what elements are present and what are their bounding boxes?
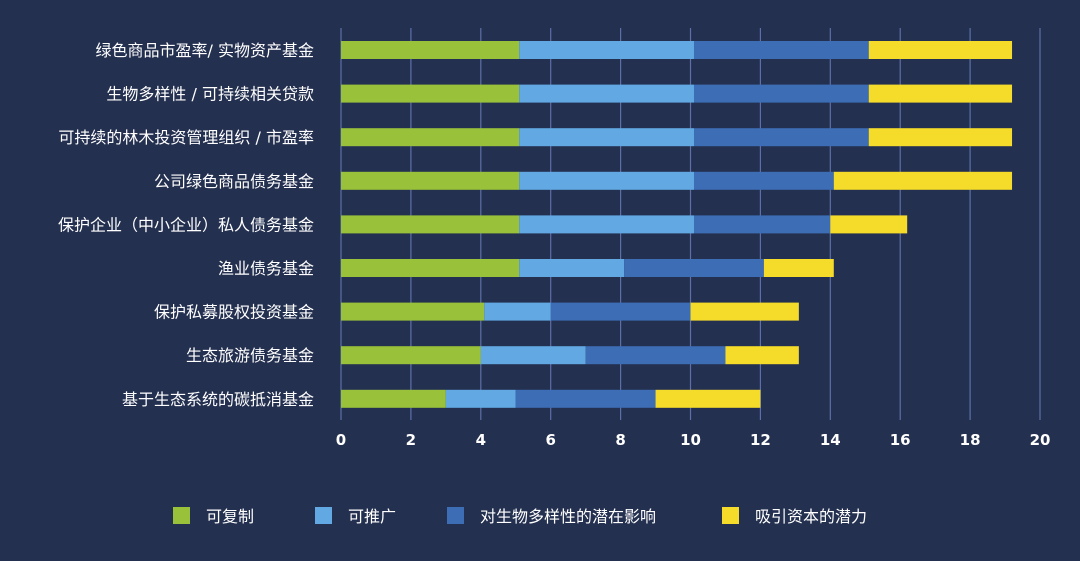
bar-segment bbox=[833, 171, 1013, 190]
bar-segment bbox=[519, 84, 694, 103]
x-tick-label: 0 bbox=[336, 431, 346, 449]
category-label: 渔业债务基金 bbox=[218, 259, 314, 278]
x-tick-label: 14 bbox=[820, 431, 841, 449]
category-label: 生态旅游债务基金 bbox=[186, 346, 314, 365]
x-tick-label: 4 bbox=[476, 431, 486, 449]
bar-segment bbox=[655, 389, 761, 408]
bar-segment bbox=[585, 346, 726, 365]
x-tick-label: 20 bbox=[1030, 431, 1051, 449]
legend-label: 吸引资本的潜力 bbox=[755, 507, 867, 526]
x-tick-label: 12 bbox=[750, 431, 771, 449]
bar-segment bbox=[693, 84, 869, 103]
legend-swatch bbox=[315, 507, 332, 524]
category-label: 保护企业（中小企业）私人债务基金 bbox=[58, 215, 314, 234]
bars bbox=[341, 41, 1013, 408]
legend: 可复制 可推广 对生物多样性的潜在影响 吸引资本的潜力 bbox=[173, 507, 867, 526]
category-label: 保护私募股权投资基金 bbox=[154, 303, 314, 322]
bar-segment bbox=[341, 215, 520, 234]
bar-segment bbox=[519, 128, 694, 147]
legend-label: 对生物多样性的潜在影响 bbox=[480, 507, 656, 526]
bar-segment bbox=[519, 259, 625, 277]
bar-segment bbox=[519, 41, 694, 59]
bar-segment bbox=[868, 84, 1013, 103]
category-label: 可持续的林木投资管理组织 / 市盈率 bbox=[58, 128, 314, 147]
bar-segment bbox=[693, 171, 834, 190]
bar-segment bbox=[341, 346, 481, 365]
category-label: 生物多样性 / 可持续相关贷款 bbox=[106, 85, 314, 104]
bar-segment bbox=[480, 346, 586, 365]
x-tick-label: 8 bbox=[615, 431, 625, 449]
x-tick-label: 2 bbox=[406, 431, 416, 449]
bar-segment bbox=[550, 302, 691, 321]
legend-label: 可推广 bbox=[348, 507, 396, 526]
legend-label: 可复制 bbox=[206, 507, 254, 526]
bar-segment bbox=[341, 389, 446, 408]
legend-swatch bbox=[447, 507, 464, 524]
x-tick-label: 6 bbox=[545, 431, 555, 449]
x-tick-label: 10 bbox=[680, 431, 701, 449]
category-label: 绿色商品市盈率/ 实物资产基金 bbox=[96, 41, 314, 60]
bar-segment bbox=[830, 215, 908, 234]
bar-segment bbox=[868, 128, 1013, 147]
bar-segment bbox=[341, 259, 520, 277]
bar-segment bbox=[341, 84, 520, 103]
bar-segment bbox=[624, 259, 764, 277]
category-label: 基于生态系统的碳抵消基金 bbox=[122, 390, 314, 409]
bar-segment bbox=[341, 41, 520, 59]
x-tick-label: 18 bbox=[960, 431, 981, 449]
bar-segment bbox=[445, 389, 516, 408]
legend-swatch bbox=[722, 507, 739, 524]
bar-segment bbox=[484, 302, 551, 321]
bar-segment bbox=[690, 302, 799, 321]
bar-segment bbox=[515, 389, 656, 408]
category-label: 公司绿色商品债务基金 bbox=[154, 172, 314, 191]
bar-segment bbox=[519, 171, 694, 190]
bar-segment bbox=[693, 215, 831, 234]
bar-segment bbox=[341, 302, 485, 321]
bar-segment bbox=[341, 128, 520, 147]
bar-segment bbox=[868, 41, 1013, 59]
bar-segment bbox=[519, 215, 694, 234]
bar-segment bbox=[693, 128, 869, 147]
legend-swatch bbox=[173, 507, 190, 524]
bar-segment bbox=[725, 346, 799, 365]
bar-segment bbox=[341, 171, 520, 190]
x-axis-ticks: 0 2 4 6 8 10 12 14 16 18 20 bbox=[336, 431, 1051, 449]
x-tick-label: 16 bbox=[890, 431, 911, 449]
bar-segment bbox=[693, 41, 869, 59]
bar-segment bbox=[763, 259, 834, 277]
